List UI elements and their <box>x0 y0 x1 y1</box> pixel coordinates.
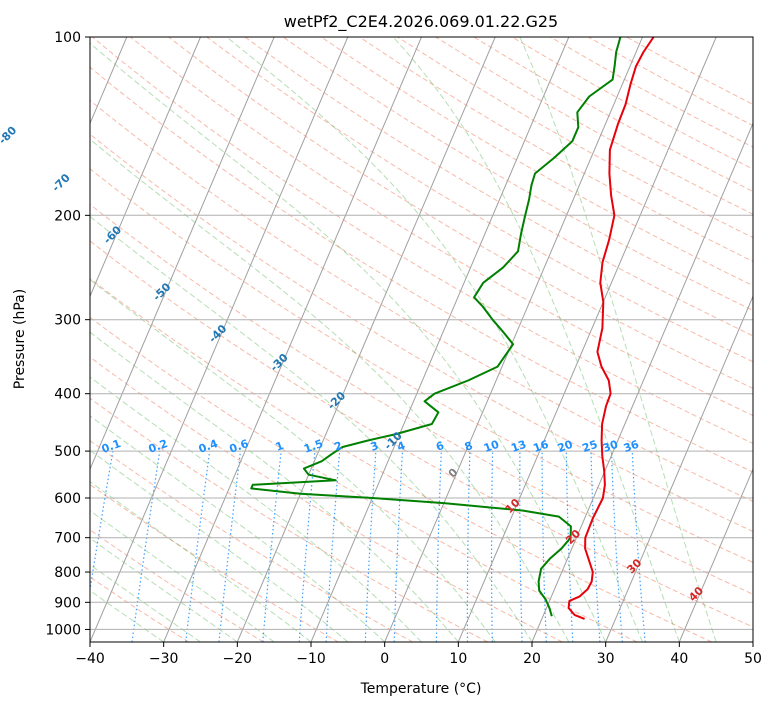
y-tick-label: 600 <box>54 491 81 507</box>
x-tick-label: 40 <box>670 651 688 667</box>
x-tick-label: 50 <box>744 651 762 667</box>
y-tick-label: 900 <box>54 595 81 611</box>
y-tick-label: 200 <box>54 208 81 224</box>
y-tick-label: 1000 <box>45 622 81 638</box>
y-tick-label: 300 <box>54 313 81 329</box>
y-tick-label: 700 <box>54 531 81 547</box>
x-tick-label: −30 <box>149 651 179 667</box>
y-tick-label: 400 <box>54 387 81 403</box>
y-tick-label: 100 <box>54 30 81 46</box>
x-tick-label: 20 <box>523 651 541 667</box>
y-tick-label: 500 <box>54 444 81 460</box>
x-axis-label: Temperature (°C) <box>360 681 482 697</box>
x-tick-label: 30 <box>597 651 615 667</box>
y-axis-label: Pressure (hPa) <box>12 289 28 389</box>
y-tick-label: 800 <box>54 565 81 581</box>
x-tick-label: −10 <box>296 651 326 667</box>
x-tick-label: 10 <box>449 651 467 667</box>
chart-title: wetPf2_C2E4.2026.069.01.22.G25 <box>284 12 558 32</box>
x-tick-label: 0 <box>380 651 389 667</box>
x-tick-label: −20 <box>223 651 253 667</box>
x-tick-label: −40 <box>75 651 105 667</box>
